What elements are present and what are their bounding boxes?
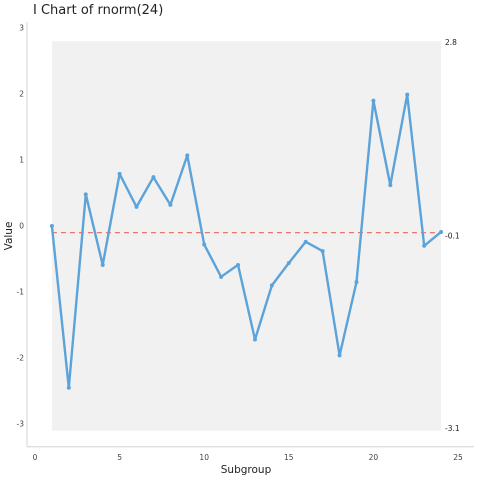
y-tick-label: -1 [17, 288, 25, 297]
data-point [269, 283, 274, 288]
data-point [202, 242, 207, 247]
data-point [354, 280, 359, 285]
data-point [66, 385, 71, 390]
y-tick-label: 2 [19, 90, 24, 99]
data-point [168, 202, 173, 207]
series-line [50, 93, 443, 389]
y-tick-label: -3 [17, 420, 25, 429]
y-tick-label: 0 [19, 222, 24, 231]
x-tick-label: 25 [453, 453, 463, 462]
data-point [388, 183, 393, 188]
data-point [49, 224, 54, 228]
x-tick-label: 15 [284, 453, 294, 462]
data-point [117, 171, 122, 176]
data-point [422, 243, 427, 248]
data-point [252, 337, 257, 342]
x-tick-label: 10 [199, 453, 209, 462]
data-point [100, 262, 105, 267]
data-point [134, 204, 139, 209]
data-point [337, 353, 342, 358]
control-limits-band [51, 41, 442, 431]
data-point [405, 92, 410, 97]
x-tick-label: 5 [117, 453, 122, 462]
x-tick-label: 20 [369, 453, 379, 462]
x-tick-label: 0 [33, 453, 38, 462]
center-line-label: -0.1 [445, 232, 460, 241]
ucl-label: 2.8 [445, 38, 457, 47]
data-point [151, 175, 156, 180]
data-point [219, 274, 224, 279]
chart-title: I Chart of rnorm(24) [33, 3, 163, 18]
lcl-label: -3.1 [445, 424, 460, 433]
data-point [286, 260, 291, 265]
data-point [303, 239, 308, 244]
y-tick-label: -2 [17, 354, 25, 363]
x-axis-label: Subgroup [221, 464, 272, 476]
data-point [371, 98, 376, 103]
data-point [83, 192, 88, 197]
data-point [236, 262, 241, 267]
data-point [320, 249, 325, 254]
y-tick-label: 1 [19, 156, 24, 165]
y-tick-label: 3 [19, 24, 24, 33]
data-point [439, 229, 444, 234]
y-axis-label: Value [3, 222, 15, 251]
data-point [185, 153, 190, 158]
